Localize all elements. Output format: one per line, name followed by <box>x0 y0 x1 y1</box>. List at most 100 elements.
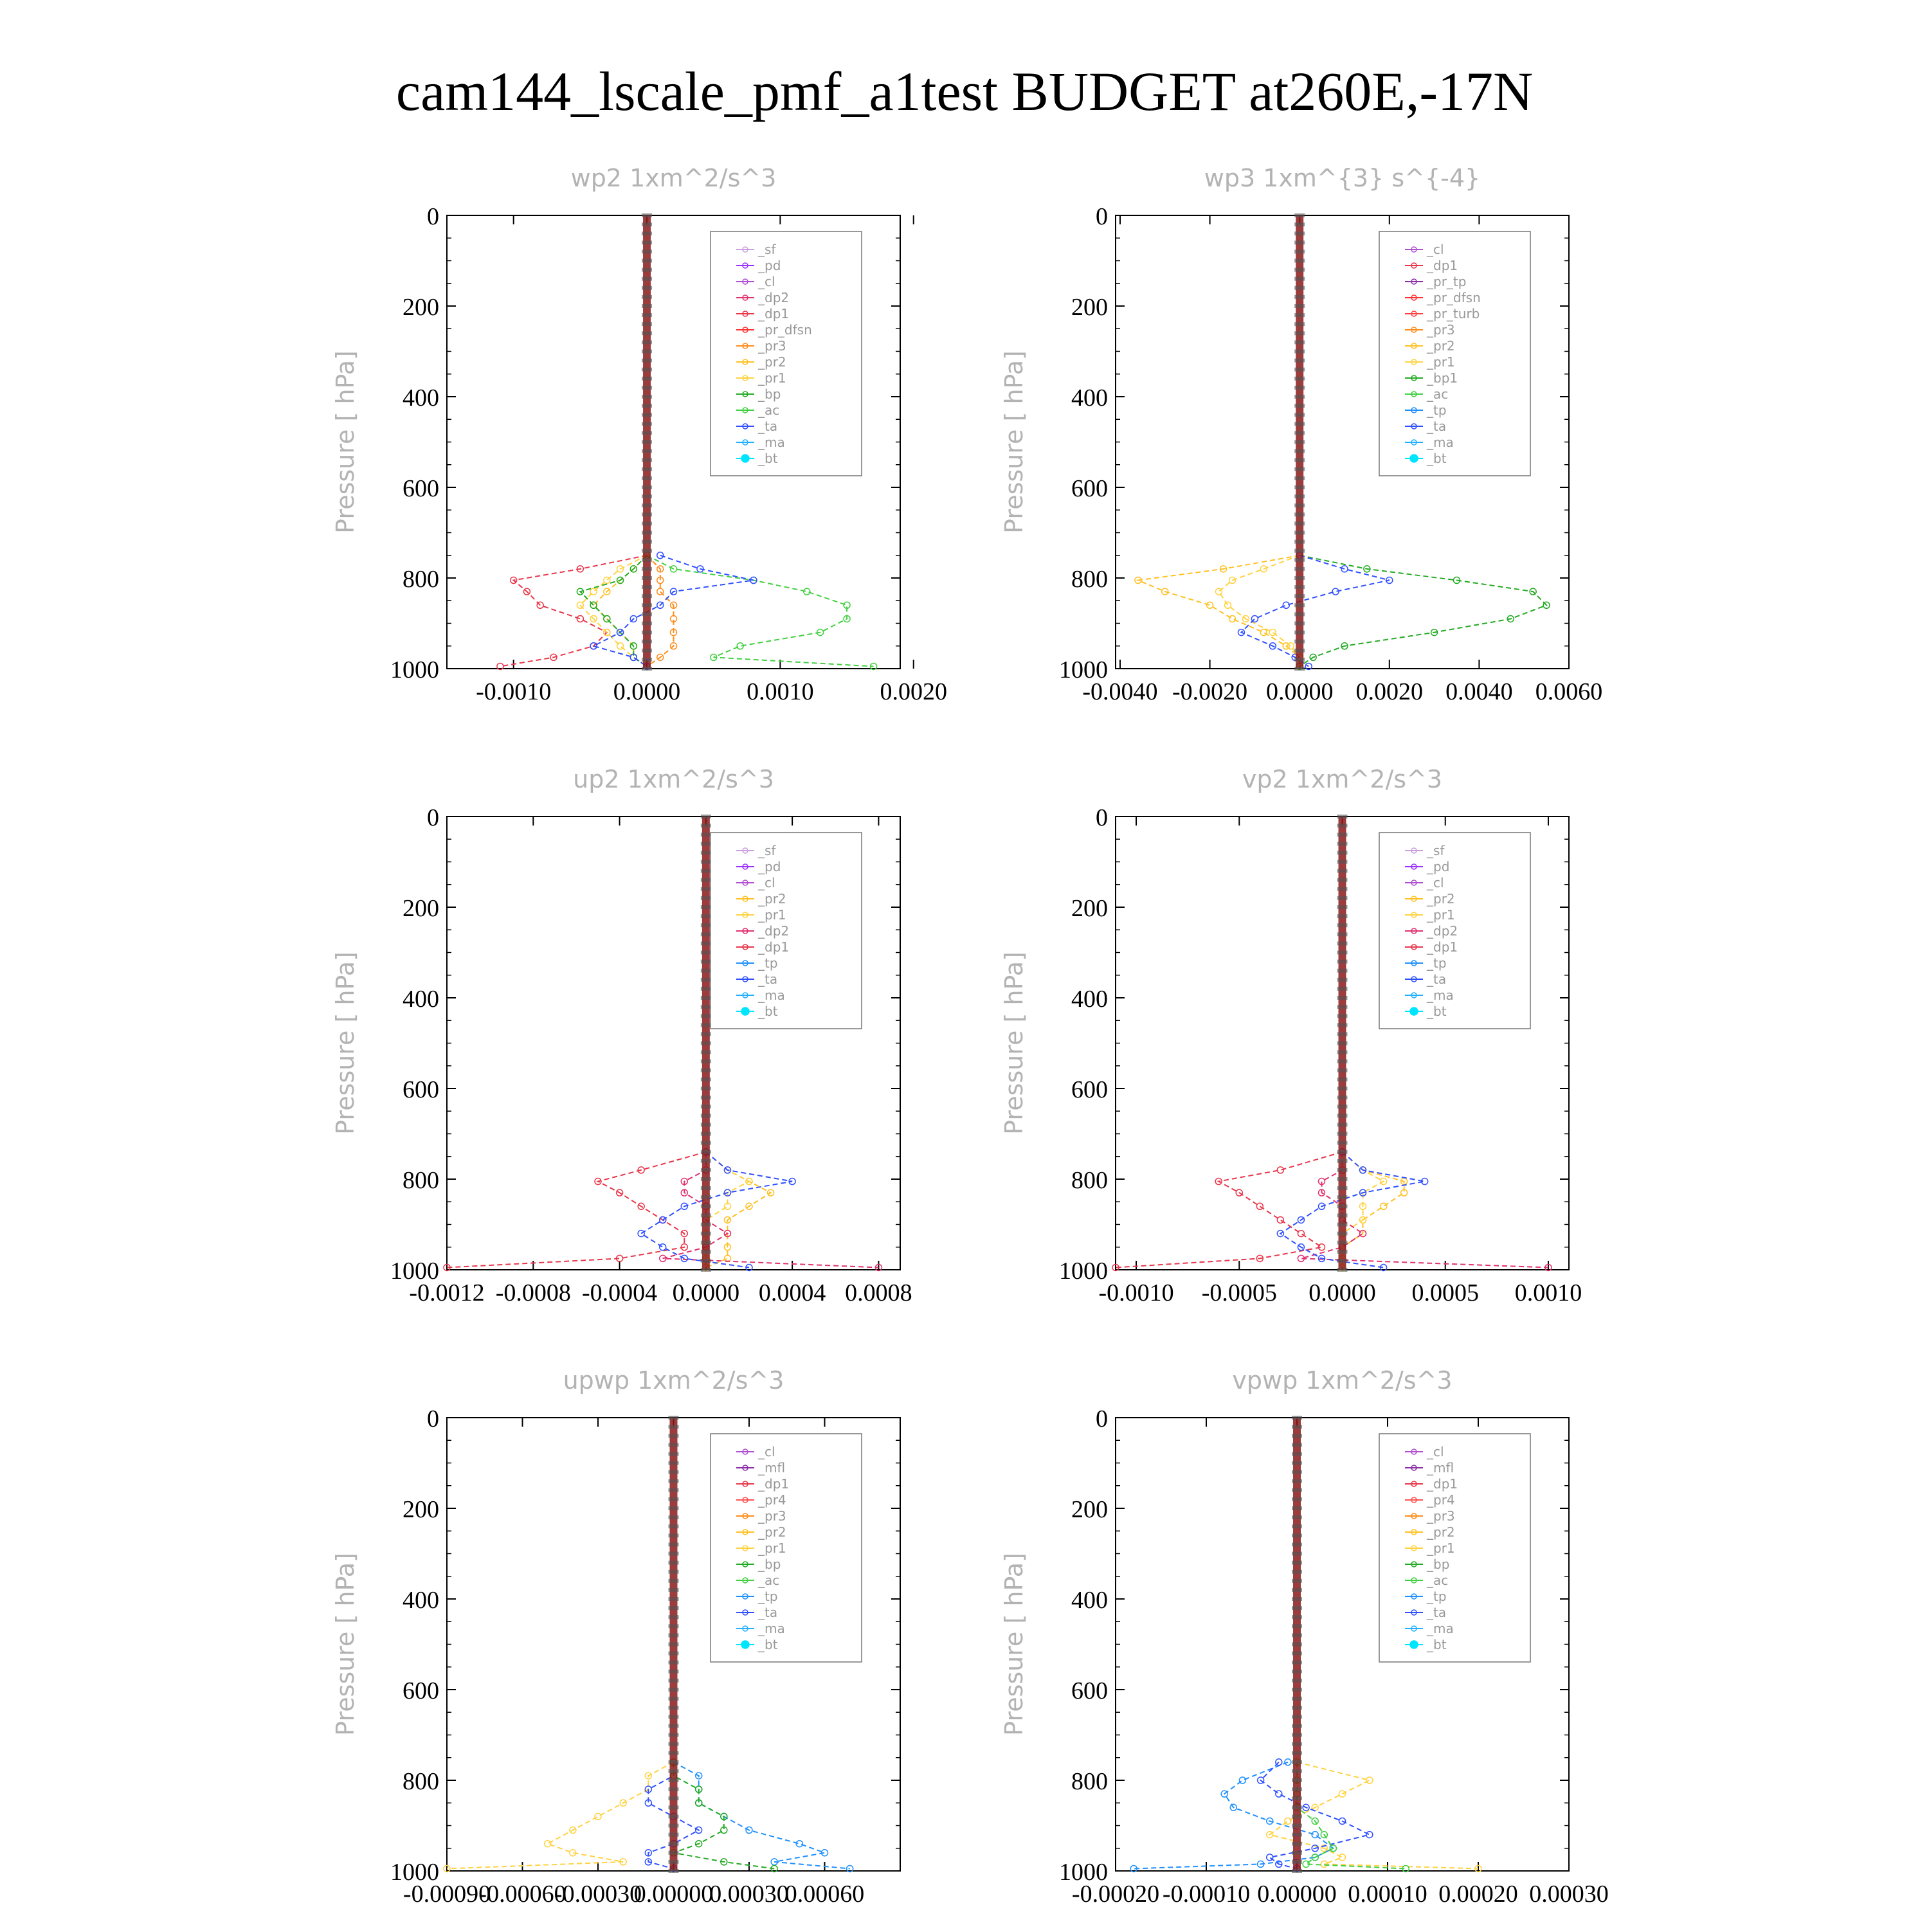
series-point-bp <box>694 1785 703 1793</box>
zero-profile-marker <box>1294 404 1305 408</box>
series-point-ac <box>1302 1860 1310 1868</box>
series-point-pr1 <box>1366 1776 1373 1784</box>
zero-profile-marker <box>668 1697 679 1701</box>
series-point-pr1 <box>1265 1830 1274 1839</box>
zero-profile-marker <box>1337 1195 1348 1200</box>
series-point-dp2 <box>1359 1229 1367 1238</box>
series-point-ta <box>723 1189 732 1196</box>
zero-profile-marker <box>1292 1560 1302 1565</box>
zero-profile-marker <box>668 1742 679 1746</box>
legend-label: _tp <box>1426 1589 1447 1604</box>
zero-profile-marker <box>1294 476 1305 480</box>
zero-profile-marker <box>642 485 653 489</box>
series-point-dp1 <box>1256 1202 1264 1211</box>
series-point-pr3 <box>657 565 664 573</box>
series-point-dp1 <box>637 1166 645 1174</box>
zero-profile-marker <box>1337 932 1348 937</box>
zero-profile-marker <box>668 1569 679 1574</box>
y-tick-label: 400 <box>403 986 439 1013</box>
zero-profile-marker <box>1294 304 1305 308</box>
zero-profile-marker <box>1294 621 1305 626</box>
series-line-dp1 <box>446 1151 707 1268</box>
zero-profile-marker <box>1337 1023 1348 1027</box>
series-point-pr1 <box>1284 1817 1292 1825</box>
y-tick-label: 1000 <box>390 1258 439 1285</box>
zero-profile-marker <box>1294 503 1305 508</box>
zero-profile-marker <box>700 1059 711 1063</box>
series-line-dp2 <box>662 1151 879 1268</box>
panel-vpwp: vpwp 1xm^2/s^3 Pressure [ hPa] 0 200 400 600 8… <box>977 1363 1620 1929</box>
chart-vp2: vp2 1xm^2/s^3 Pressure [ hPa] 0 200 400 600 80… <box>1000 765 1582 1306</box>
zero-profile-marker <box>668 1578 679 1583</box>
y-tick-label: 600 <box>1071 1677 1108 1704</box>
series-point-pr1 <box>616 565 624 573</box>
zero-profile-marker <box>668 1434 679 1438</box>
zero-profile-marker <box>668 1751 679 1755</box>
zero-profile-marker <box>668 1606 679 1611</box>
zero-profile-marker <box>1292 1697 1302 1701</box>
zero-profile-marker <box>1292 1688 1302 1692</box>
series-point-pr1 <box>569 1826 577 1834</box>
legend-label: _ac <box>757 402 779 418</box>
zero-profile-marker <box>700 914 711 919</box>
zero-profile-marker <box>1292 1524 1302 1529</box>
series-point-ta <box>1386 576 1393 584</box>
x-tick-label: -0.0010 <box>476 678 551 705</box>
zero-profile-marker <box>1337 914 1348 919</box>
series-point-dp1 <box>576 615 584 623</box>
legend-marker <box>742 391 748 397</box>
zero-profile-marker <box>642 249 653 254</box>
series-point-bp <box>629 642 638 650</box>
zero-profile-marker <box>1337 968 1348 973</box>
series-point-ta <box>1269 642 1277 650</box>
legend-marker <box>1411 278 1417 285</box>
series-point-tp <box>1220 1790 1228 1798</box>
y-axis-label: Pressure [ hPa] <box>331 350 359 534</box>
legend-label: _ac <box>1426 386 1448 402</box>
zero-profile-marker <box>1294 340 1305 345</box>
series-point-ta <box>745 1263 753 1272</box>
chart-upwp: upwp 1xm^2/s^3 Pressure [ hPa] 0 200 400 600 8… <box>331 1366 901 1908</box>
legend-marker <box>1409 1007 1418 1016</box>
zero-profile-marker <box>668 1615 679 1620</box>
zero-profile-marker <box>642 240 653 245</box>
zero-profile-marker <box>642 557 653 562</box>
zero-profile-marker <box>1337 923 1348 928</box>
zero-profile-marker <box>700 1231 711 1236</box>
series-point-tp <box>795 1839 804 1848</box>
legend-label: _ac <box>1426 1573 1448 1588</box>
zero-profile-marker <box>1337 1105 1348 1109</box>
series-point-ta <box>1366 1830 1373 1839</box>
y-axis-label: Pressure [ hPa] <box>331 1553 359 1736</box>
x-tick-label: 0.0005 <box>1411 1279 1479 1306</box>
zero-profile-marker <box>1294 258 1305 263</box>
zero-profile-marker <box>668 1805 679 1810</box>
zero-profile-marker <box>1292 1642 1302 1647</box>
zero-profile-marker <box>642 431 653 435</box>
zero-profile-marker <box>1294 657 1305 662</box>
series-point-tp <box>1311 1830 1319 1839</box>
zero-profile-marker <box>1292 1660 1302 1665</box>
zero-profile-marker <box>700 941 711 946</box>
legend-marker <box>742 278 748 285</box>
series-line-dp1 <box>1115 1151 1343 1268</box>
legend-marker <box>742 359 748 365</box>
zero-profile-marker <box>642 276 653 281</box>
zero-profile-marker <box>1294 485 1305 489</box>
series-point-tp <box>745 1826 753 1834</box>
legend-box <box>1379 832 1531 1029</box>
series-point-dp1 <box>536 601 544 609</box>
zero-profile-marker <box>1294 530 1305 535</box>
series-point-ta <box>1275 1758 1283 1766</box>
legend-label: _bp <box>1426 1557 1449 1572</box>
zero-profile-marker <box>700 905 711 909</box>
zero-profile-marker <box>1294 494 1305 499</box>
zero-profile-marker <box>642 512 653 517</box>
zero-profile-marker <box>1294 639 1305 644</box>
zero-profile-marker <box>1294 213 1305 217</box>
series-point-pr2 <box>1400 1189 1408 1196</box>
legend-label: _ta <box>757 1605 777 1620</box>
legend-marker <box>742 1529 748 1535</box>
zero-profile-marker <box>668 1560 679 1565</box>
zero-profile-marker <box>1292 1624 1302 1629</box>
